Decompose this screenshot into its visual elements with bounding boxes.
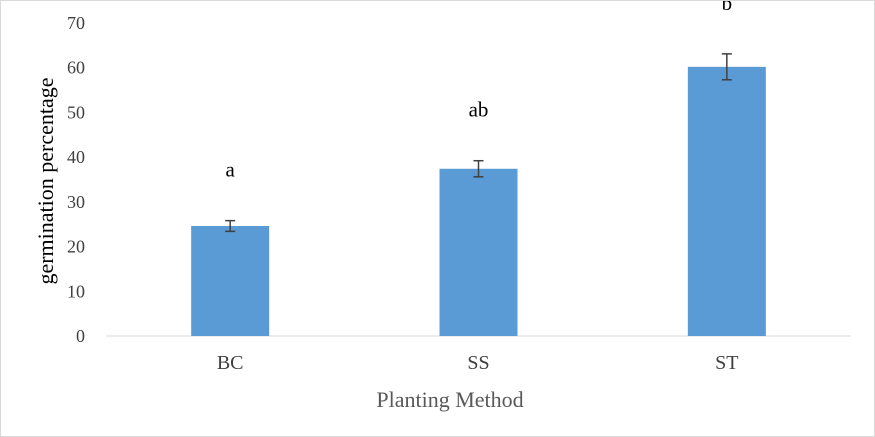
y-tick-label: 30	[67, 192, 85, 212]
x-tick-label: ST	[715, 352, 738, 374]
significance-label: b	[722, 1, 733, 15]
bars-group	[191, 66, 766, 336]
bar-ss	[439, 168, 518, 336]
significance-label: a	[226, 158, 236, 182]
error-bar-st	[721, 53, 732, 81]
y-axis-title: germination percentage	[33, 77, 58, 284]
x-tick-label: BC	[217, 352, 244, 374]
bar-bc	[191, 226, 270, 336]
y-tick-label: 10	[67, 281, 85, 301]
error-bar-ss	[473, 159, 484, 178]
y-tick-label: 70	[67, 13, 85, 33]
y-axis: 0 10 20 30 40 50 60 70	[67, 13, 85, 346]
error-bar-bc	[225, 219, 236, 233]
y-tick-label: 60	[67, 58, 85, 78]
y-tick-label: 40	[67, 147, 85, 167]
x-tick-label: SS	[467, 352, 489, 374]
significance-label: ab	[469, 98, 489, 122]
y-tick-label: 20	[67, 237, 85, 257]
x-axis: BC SS ST	[217, 352, 739, 374]
y-tick-label: 0	[76, 326, 85, 346]
bar-st	[687, 66, 766, 336]
x-axis-title: Planting Method	[376, 387, 523, 412]
error-bars-group	[225, 53, 732, 233]
y-tick-label: 50	[67, 102, 85, 122]
significance-labels-group: a ab b	[226, 1, 733, 182]
